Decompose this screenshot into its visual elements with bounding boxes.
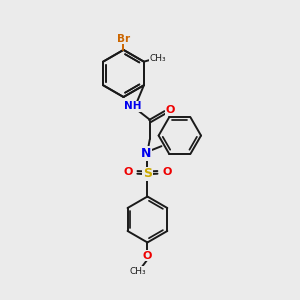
Text: O: O — [143, 251, 152, 261]
Text: CH₃: CH₃ — [130, 267, 146, 276]
Text: S: S — [143, 167, 152, 180]
Text: N: N — [141, 147, 152, 160]
Text: O: O — [123, 167, 133, 177]
Text: O: O — [162, 167, 172, 177]
Text: NH: NH — [124, 101, 142, 111]
Text: CH₃: CH₃ — [150, 54, 166, 63]
Text: Br: Br — [117, 34, 130, 44]
Text: O: O — [166, 105, 175, 115]
